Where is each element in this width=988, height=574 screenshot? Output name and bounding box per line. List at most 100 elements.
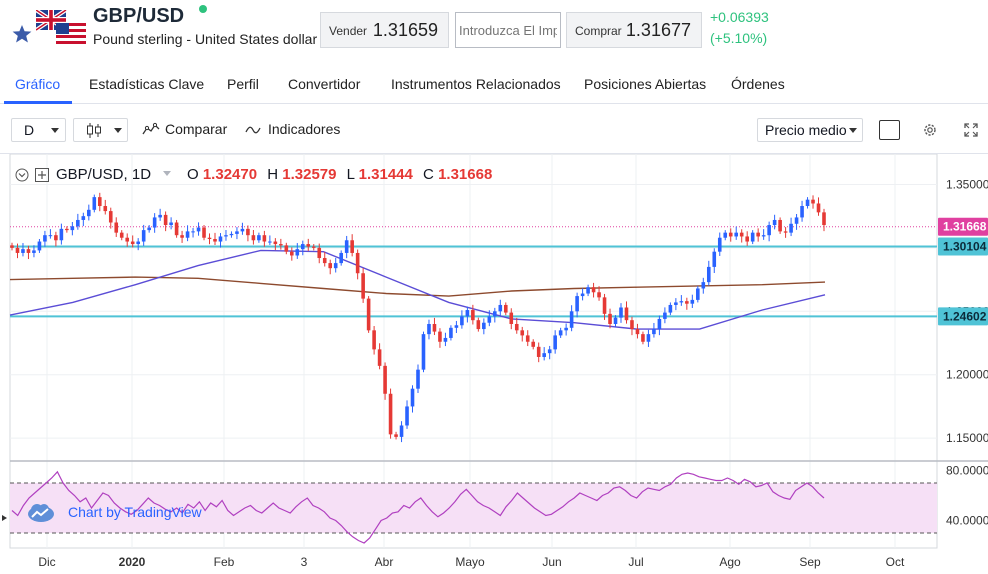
candle-body — [81, 216, 86, 220]
candle-body — [218, 236, 223, 242]
chevron-down-icon[interactable] — [162, 170, 172, 178]
candle-body — [158, 214, 162, 218]
tab-grafico[interactable]: Gráfico — [15, 76, 61, 92]
candle-body — [377, 349, 382, 366]
oscillator-axis-tick: 40.0000 — [946, 514, 988, 528]
candle-body — [76, 219, 80, 227]
chart-toolbar: D Comparar Indicadores Precio medio — [0, 104, 988, 154]
amount-input[interactable] — [455, 12, 561, 48]
tab-convertidor[interactable]: Convertidor — [288, 76, 361, 92]
tab-estadisticas-clave[interactable]: Estadísticas Clave — [89, 76, 205, 92]
indicators-icon[interactable] — [245, 125, 261, 135]
candle-body — [196, 227, 201, 232]
candle-body — [630, 320, 634, 330]
candle-body — [624, 307, 629, 321]
candle-body — [388, 393, 393, 435]
tab-ordenes[interactable]: Órdenes — [731, 76, 785, 92]
candle-body — [443, 337, 448, 342]
candle-body — [493, 311, 497, 317]
interval-dropdown[interactable]: D — [11, 118, 66, 142]
candle-body — [268, 241, 272, 243]
tab-instrumentos-relacionados[interactable]: Instrumentos Relacionados — [391, 76, 561, 92]
tradingview-watermark[interactable]: Chart by TradingView — [68, 504, 202, 520]
candles-icon — [87, 123, 101, 138]
candle-body — [531, 341, 536, 347]
compare-icon[interactable] — [142, 122, 160, 136]
last-price-label: 1.31668 — [943, 220, 987, 234]
candle-body — [394, 434, 398, 437]
add-indicator-icon[interactable] — [35, 168, 49, 182]
sell-box[interactable]: Vender 1.31659 — [320, 12, 449, 48]
candle-body — [553, 335, 557, 350]
live-dot-icon — [199, 5, 207, 13]
candle-body — [635, 329, 640, 335]
fullscreen-icon[interactable] — [964, 123, 978, 137]
compare-button[interactable]: Comparar — [165, 121, 228, 137]
time-axis-label: Sep — [799, 555, 821, 569]
candle-body — [405, 406, 409, 426]
candle-body — [482, 322, 486, 330]
candle-body — [421, 334, 426, 370]
candle-body — [224, 235, 228, 237]
candle-body — [696, 288, 700, 300]
chart-type-dropdown[interactable] — [73, 118, 128, 142]
sell-label: Vender — [329, 24, 368, 38]
candle-body — [800, 206, 804, 218]
tab-posiciones-abiertas[interactable]: Posiciones Abiertas — [584, 76, 707, 92]
plot-area — [9, 154, 938, 549]
candle-body — [147, 227, 151, 231]
candle-body — [152, 217, 157, 228]
candle-body — [794, 217, 799, 224]
candle-body — [591, 287, 596, 293]
candle-body — [586, 287, 590, 294]
candle-body — [761, 235, 766, 237]
candle-body — [750, 232, 755, 242]
last-price-badge — [938, 217, 988, 236]
candle-body — [119, 232, 124, 238]
time-axis-label: Jun — [542, 555, 561, 569]
candle-body — [37, 241, 42, 251]
gear-icon[interactable] — [922, 122, 938, 138]
candle-body — [97, 197, 102, 207]
collapse-legend-icon[interactable] — [15, 168, 29, 182]
legend-title: GBP/USD, 1D — [56, 166, 152, 183]
chevron-down-icon — [114, 128, 122, 133]
candle-body — [295, 249, 300, 256]
open-value: 1.32470 — [202, 166, 258, 183]
candle-body — [564, 327, 568, 331]
candle-body — [235, 231, 239, 234]
candle-body — [789, 223, 793, 233]
candle-body — [608, 313, 612, 324]
time-axis-label: Mayo — [455, 555, 485, 569]
price-chart[interactable]: Dic 2020 Feb 3 Abr Mayo Jun Jul Ago Sep Oct 1.35000… — [0, 154, 988, 574]
star-icon[interactable] — [12, 24, 32, 44]
candle-body — [728, 232, 733, 237]
buy-price: 1.31677 — [625, 20, 691, 40]
candle-body — [317, 247, 322, 259]
candle-body — [706, 266, 711, 283]
candle-body — [366, 298, 371, 331]
candle-body — [685, 301, 689, 304]
candle-body — [229, 233, 234, 236]
candle-body — [48, 235, 53, 237]
candle-body — [54, 235, 58, 241]
candle-body — [580, 293, 585, 297]
candle-body — [739, 232, 744, 237]
candle-body — [207, 237, 212, 239]
close-value: 1.31668 — [438, 166, 493, 183]
candle-body — [103, 206, 108, 212]
tradingview-cloud-icon[interactable] — [26, 501, 56, 523]
buy-box[interactable]: Comprar 1.31677 — [566, 12, 702, 48]
candle-body — [767, 225, 771, 236]
candle-body — [65, 228, 69, 231]
candle-body — [558, 330, 563, 336]
candle-body — [136, 241, 140, 245]
candle-body — [476, 320, 481, 330]
price-type-dropdown[interactable]: Precio medio — [757, 118, 863, 142]
tab-perfil[interactable]: Perfil — [227, 76, 259, 92]
candle-body — [503, 304, 508, 313]
legend-ohlc: O 1.32470 H 1.32579 L 1.31444 C 1.31668 — [187, 166, 492, 183]
candle-body — [569, 311, 574, 328]
layout-toggle-button[interactable] — [879, 120, 900, 140]
indicators-button[interactable]: Indicadores — [268, 121, 341, 137]
